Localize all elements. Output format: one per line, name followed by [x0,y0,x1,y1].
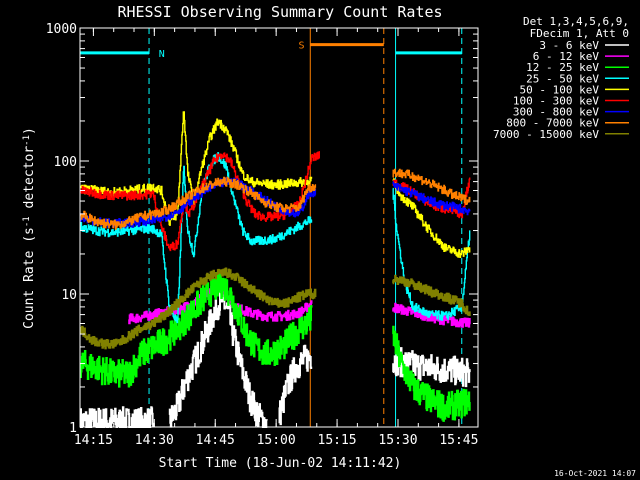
x-tick-label-6: 15:45 [439,433,478,448]
y-tick-label-1: 10 [61,288,77,303]
series-0 [79,285,471,428]
x-tick-label-0: 14:15 [74,433,113,448]
series-8-line-2 [392,274,471,316]
y-axis-label-sup1: -1 [22,216,32,227]
x-axis-label: Start Time (18-Jun-02 14:11:42) [159,456,402,471]
legend-header-0: Det 1,3,4,5,6,9, [523,15,629,28]
series-7-line-2 [392,168,471,205]
plot-frame [79,27,479,428]
series-8-line-1 [152,267,317,327]
legend-entry-0: 3 - 6 keV [539,39,599,52]
series-6-line-2 [392,181,471,216]
x-tick-label-1: 14:30 [135,433,174,448]
y-axis-label: Count Rate (s-1 detector-1) [22,127,37,329]
y-tick-label-0: 1 [69,421,77,436]
series-2-line-0 [79,335,155,388]
legend-entry-1: 6 - 12 keV [533,50,600,63]
series-0-line-0 [79,406,155,428]
series-8 [79,267,471,350]
legend-entry-4: 50 - 100 keV [520,83,600,96]
saa-label: S [298,41,304,52]
x-tick-label-4: 15:15 [318,433,357,448]
x-tick-label-3: 15:00 [257,433,296,448]
series-7 [79,168,471,230]
series-0-line-3 [392,347,471,388]
y-axis-label-sup2: -1 [22,135,32,146]
legend-entry-7: 800 - 7000 keV [506,117,599,130]
series-2 [79,269,471,422]
y-tick-label-2: 100 [54,155,77,170]
legend-entry-6: 300 - 800 keV [513,106,599,119]
series-6-line-1 [152,177,317,224]
x-tick-label-2: 14:45 [196,433,235,448]
series-0-line-2 [278,344,313,426]
series-4-line-1 [152,111,313,226]
legend-entry-5: 100 - 300 keV [513,95,599,108]
y-axis-label-main: Count Rate (s [22,227,37,329]
series-layer [79,111,471,428]
y-tick-label-3: 1000 [46,22,77,37]
axis-layer: 14:15 14:30 14:45 15:00 15:15 15:30 15:45 1 10 10… [46,22,479,448]
series-7-line-1 [152,176,317,218]
series-7-line-0 [79,209,154,230]
legend-entry-3: 25 - 50 keV [526,72,599,85]
series-0-line-1 [168,285,268,428]
series-3-line-1 [152,152,313,324]
series-5-line-0 [79,185,154,201]
legend-header-1: FDecim 1, Att 0 [530,27,629,40]
y-axis-label-mid: detector [22,146,37,217]
series-5-line-1 [152,151,320,252]
night-label: N [159,49,165,60]
series-8-line-0 [79,319,155,350]
legend-entry-8: 7000 - 15000 keV [493,128,599,141]
x-tick-label-5: 15:30 [378,433,417,448]
series-2-line-1 [152,269,313,366]
series-1-line-0 [128,310,155,325]
legend: Det 1,3,4,5,6,9,FDecim 1, Att 03 - 6 keV… [493,15,629,141]
footer-timestamp: 16-Oct-2021 14:07 [554,469,636,478]
series-2-line-2 [392,325,471,422]
y-axis-label-end: ) [22,127,37,135]
legend-entry-2: 12 - 25 keV [526,61,599,74]
series-4-line-2 [392,178,471,258]
chart-title: RHESSI Observing Summary Count Rates [117,3,442,21]
